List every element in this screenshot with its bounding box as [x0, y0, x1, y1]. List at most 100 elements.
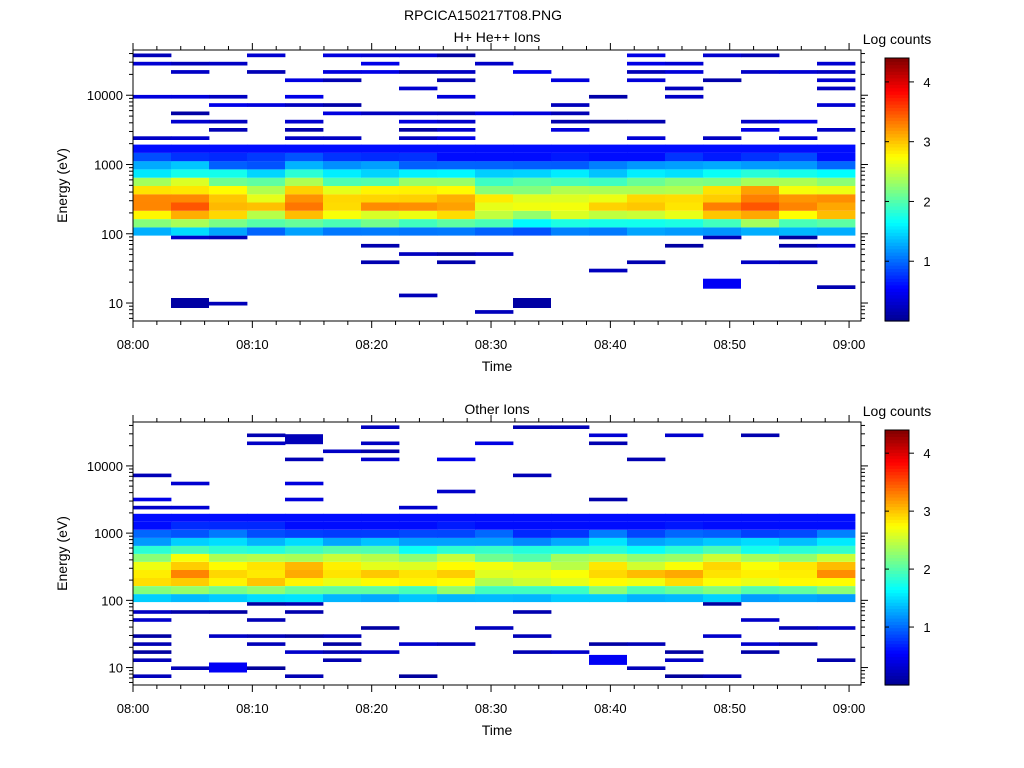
heatmap-cell: [779, 553, 818, 562]
heatmap-cell: [779, 570, 818, 578]
heatmap-cell: [133, 186, 172, 195]
heatmap-cell: [285, 610, 324, 614]
heatmap-cell: [133, 529, 172, 538]
heatmap-cell: [665, 210, 704, 220]
heatmap-cell: [437, 219, 476, 228]
heatmap-cell: [741, 529, 780, 538]
colorbar-segment: [885, 143, 909, 148]
heatmap-cell: [361, 626, 400, 630]
heatmap-cell: [741, 586, 780, 595]
heatmap-cell: [817, 61, 856, 66]
heatmap-cell: [475, 513, 514, 522]
colorbar-segment: [885, 251, 909, 256]
heatmap-cell: [513, 553, 552, 562]
colorbar-segment: [885, 643, 909, 648]
heatmap-cell: [665, 227, 704, 236]
heatmap-cell: [703, 545, 742, 554]
heatmap-cell: [703, 537, 742, 546]
heatmap-cell: [589, 152, 628, 162]
heatmap-cell: [133, 642, 172, 646]
colorbar-segment: [885, 557, 909, 562]
heatmap-cell: [399, 111, 438, 116]
heatmap-cell: [171, 481, 210, 486]
heatmap-cell: [665, 177, 704, 186]
heatmap-cell: [627, 194, 666, 203]
heatmap-cell: [133, 473, 172, 478]
colorbar-segment: [885, 67, 909, 72]
colorbar-segment: [885, 583, 909, 587]
heatmap-cell: [323, 513, 362, 522]
heatmap-cell: [209, 570, 248, 578]
heatmap-cell: [817, 144, 856, 153]
colorbar-segment: [885, 261, 909, 266]
heatmap-cell: [513, 562, 552, 570]
heatmap-cell: [741, 194, 780, 203]
heatmap-cell: [437, 586, 476, 595]
heatmap-cell: [741, 553, 780, 562]
heatmap-cell: [665, 219, 704, 228]
heatmap-cell: [817, 513, 856, 522]
heatmap-cell: [551, 194, 590, 203]
colorbar: 1 2 3 4 Log counts: [863, 31, 931, 322]
heatmap-cell: [323, 562, 362, 570]
heatmap-cell: [817, 553, 856, 562]
heatmap-cell: [779, 586, 818, 595]
heatmap-cell: [627, 219, 666, 228]
heatmap-cell: [741, 202, 780, 211]
heatmap-cell: [513, 578, 552, 586]
colorbar-segment: [885, 567, 909, 571]
heatmap-cell: [551, 161, 590, 170]
heatmap-cell: [627, 61, 666, 66]
heatmap-cell: [589, 594, 628, 603]
colorbar-segment: [885, 573, 909, 578]
heatmap-cell: [247, 562, 286, 570]
heatmap-cell: [437, 642, 476, 646]
heatmap-cell: [209, 521, 248, 530]
heatmap-cell: [627, 457, 666, 462]
heatmap-cell: [399, 505, 438, 510]
heatmap-cell: [817, 161, 856, 170]
heatmap-cell: [133, 505, 172, 510]
heatmap-cell: [589, 186, 628, 195]
colorbar-segment: [885, 512, 909, 517]
heatmap-cell: [703, 529, 742, 538]
heatmap-cell: [779, 186, 818, 195]
x-tick-label: 09:00: [833, 337, 866, 352]
heatmap-cell: [133, 94, 172, 99]
heatmap-cell: [285, 103, 324, 107]
colorbar-segment: [885, 120, 909, 125]
heatmap-cell: [513, 144, 552, 153]
heatmap-cell: [589, 529, 628, 538]
heatmap-cell: [171, 219, 210, 228]
colorbar-segment: [885, 74, 909, 79]
heatmap-cell: [665, 86, 704, 91]
heatmap-cell: [171, 505, 210, 510]
y-axis-label: Energy (eV): [54, 516, 70, 591]
heatmap-cell: [361, 61, 400, 66]
colorbar-segment: [885, 602, 909, 606]
heatmap-cell: [703, 219, 742, 228]
heatmap-cell: [323, 650, 362, 654]
heatmap-cell: [665, 570, 704, 578]
heatmap-cell: [247, 529, 286, 538]
heatmap-cell: [551, 537, 590, 546]
colorbar-segment: [885, 560, 909, 565]
colorbar-segment: [885, 544, 909, 549]
heatmap-cell: [475, 594, 514, 603]
colorbar-segment: [885, 535, 909, 539]
heatmap-cell: [437, 111, 476, 116]
heatmap-cell: [285, 194, 324, 203]
heatmap-cell: [551, 186, 590, 195]
colorbar-segment: [885, 146, 909, 151]
colorbar-segment: [885, 640, 909, 645]
colorbar-segment: [885, 77, 909, 82]
heatmap-cell: [513, 227, 552, 236]
heatmap-cell: [779, 152, 818, 162]
heatmap-cell: [817, 578, 856, 586]
heatmap-cell: [627, 521, 666, 530]
heatmap-cell: [171, 562, 210, 570]
colorbar-segment: [885, 113, 909, 118]
colorbar-segment: [885, 611, 909, 616]
heatmap-cell: [665, 169, 704, 178]
colorbar-segment: [885, 598, 909, 603]
